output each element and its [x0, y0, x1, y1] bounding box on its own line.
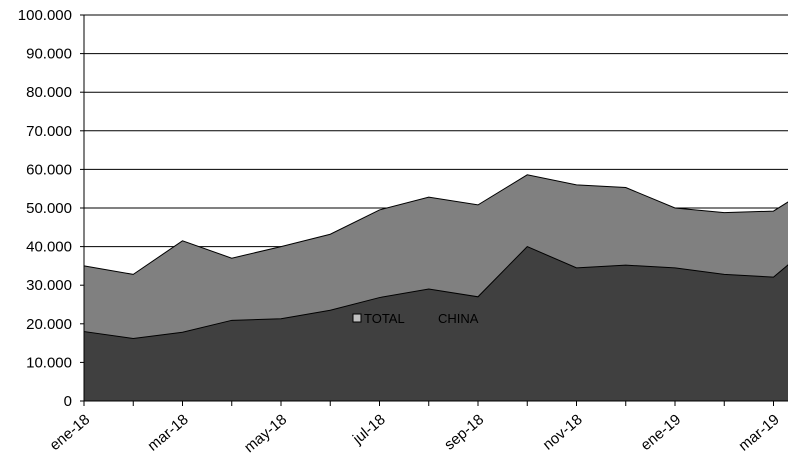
y-tick-label: 100.000: [18, 7, 72, 24]
legend-swatch-total: [352, 313, 362, 323]
x-tick-label: ene-18: [47, 411, 94, 454]
x-tick-label: may-18: [241, 411, 290, 456]
y-tick-label: 90.000: [26, 46, 72, 63]
y-tick-labels: 0 10.000 20.000 30.000 40.000 50.000 60.000 70.…: [18, 7, 84, 410]
x-tick-labels: ene-18 mar-18 may-18 jul-18 sep-18 nov-18 ene-…: [47, 401, 783, 456]
series-area-china: [83, 246, 788, 402]
y-tick-label: 40.000: [26, 239, 72, 256]
legend: TOTAL CHINA: [352, 311, 479, 326]
series-areas: [83, 174, 788, 402]
y-tick-label: 60.000: [26, 161, 72, 178]
legend-label-total: TOTAL: [364, 311, 405, 326]
x-tick-label: sep-18: [441, 411, 487, 454]
y-tick-label: 30.000: [26, 277, 72, 294]
x-tick-label: nov-18: [540, 411, 586, 454]
x-tick-label: ene-19: [638, 411, 685, 454]
x-tick-label: jul-18: [349, 411, 389, 448]
y-tick-label: 20.000: [26, 316, 72, 333]
y-tick-label: 80.000: [26, 84, 72, 101]
legend-label-china: CHINA: [438, 311, 479, 326]
x-tick-label: mar-18: [144, 411, 191, 455]
x-tick-label: mar-19: [735, 411, 782, 455]
y-tick-label: 50.000: [26, 200, 72, 217]
legend-swatch-china: [427, 314, 435, 322]
y-tick-label: 0: [64, 393, 72, 410]
y-tick-label: 70.000: [26, 123, 72, 140]
y-tick-label: 10.000: [26, 354, 72, 371]
